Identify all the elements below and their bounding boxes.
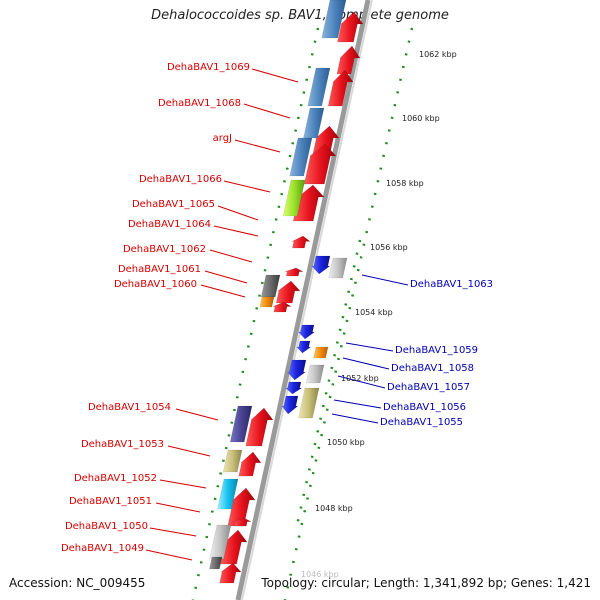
gene-block-gray [260, 274, 281, 298]
backbone-highlight [241, 0, 373, 600]
gene-label-dehabav1-1053[interactable]: DehaBAV1_1053 [80, 439, 164, 450]
label-leader-line [223, 180, 271, 193]
forward-gene-arrow [337, 11, 364, 43]
genome-title: Dehalococcoides sp. BAV1, complete genom… [151, 8, 449, 23]
gene-block-green [282, 179, 306, 217]
label-leader-line [200, 284, 246, 298]
label-leader-line [155, 502, 201, 513]
gene-label-dehabav1-1058[interactable]: DehaBAV1_1058 [391, 363, 475, 374]
gene-block-steel [289, 137, 313, 177]
gene-label-argj[interactable]: argJ [212, 133, 232, 144]
forward-gene-arrow [238, 451, 262, 477]
gene-label-dehabav1-1056[interactable]: DehaBAV1_1056 [383, 402, 467, 413]
gene-block-gray [209, 524, 232, 560]
kbp-label-1054: 1054 kbp [355, 308, 393, 317]
label-leaders [145, 68, 409, 561]
reverse-gene-arrow [297, 324, 316, 340]
gene-label-dehabav1-1051[interactable]: DehaBAV1_1051 [68, 496, 152, 507]
forward-gene-arrow [275, 280, 301, 304]
gene-label-dehabav1-1052[interactable]: DehaBAV1_1052 [73, 473, 157, 484]
reverse-gene-arrow [285, 381, 303, 395]
forward-gene-arrow [245, 407, 274, 447]
gene-label-dehabav1-1068[interactable]: DehaBAV1_1068 [157, 98, 241, 109]
forward-gene-arrow [284, 267, 304, 277]
label-leader-line [234, 139, 281, 153]
label-leader-line [243, 103, 291, 119]
gene-label-dehabav1-1065[interactable]: DehaBAV1_1065 [131, 199, 215, 210]
forward-gene-arrow [232, 517, 252, 527]
gene-label-dehabav1-1066[interactable]: DehaBAV1_1066 [138, 174, 222, 185]
gene-label-dehabav1-1062[interactable]: DehaBAV1_1062 [122, 244, 206, 255]
gc-track-right [294, 239, 362, 531]
gene-block-khaki [222, 449, 243, 473]
label-leader-line [337, 375, 386, 389]
gene-block-steel [303, 107, 325, 139]
kbp-label-1052: 1052 kbp [341, 374, 379, 383]
forward-gene-arrow [219, 562, 242, 584]
accession-text: Accession: NC_009455 [9, 576, 146, 590]
gene-block-steel [307, 67, 331, 107]
label-leader-line [209, 249, 253, 263]
forward-gene-arrow [304, 143, 337, 185]
gene-label-dehabav1-1059[interactable]: DehaBAV1_1059 [395, 345, 479, 356]
label-leader-line [333, 399, 382, 409]
label-leader-line [159, 479, 207, 489]
gene-label-dehabav1-1057[interactable]: DehaBAV1_1057 [387, 382, 471, 393]
gene-block-orange [259, 296, 275, 308]
kbp-label-1056: 1056 kbp [370, 243, 408, 252]
reverse-gene-arrow [286, 359, 307, 381]
label-leader-line [345, 342, 394, 352]
gene-block-khaki [298, 387, 320, 419]
gene-block-gray [328, 257, 348, 279]
gene-label-dehabav1-1061[interactable]: DehaBAV1_1061 [117, 264, 201, 275]
gene-block-steel [321, 0, 347, 39]
gene-label-dehabav1-1055[interactable]: DehaBAV1_1055 [380, 417, 464, 428]
label-leader-line [361, 274, 409, 286]
kbp-label-1048: 1048 kbp [315, 504, 353, 513]
gene-label-dehabav1-1054[interactable]: DehaBAV1_1054 [87, 402, 171, 413]
gene-features [209, 0, 364, 584]
kbp-label-1050: 1050 kbp [327, 438, 365, 447]
label-leader-line [213, 225, 259, 237]
backbone-line [235, 0, 371, 600]
gene-block-cyan [217, 478, 239, 510]
reverse-gene-arrow [296, 340, 312, 354]
gene-block-orange [313, 346, 329, 359]
label-leader-line [217, 205, 259, 221]
gene-label-dehabav1-1049[interactable]: DehaBAV1_1049 [60, 543, 144, 554]
forward-gene-arrow [291, 235, 311, 249]
label-leader-line [175, 408, 219, 421]
label-leader-line [167, 445, 211, 457]
gene-label-dehabav1-1069[interactable]: DehaBAV1_1069 [166, 62, 250, 73]
label-leader-line [204, 270, 248, 284]
label-leader-line [145, 549, 193, 561]
reverse-gene-arrow [281, 395, 299, 415]
gene-label-dehabav1-1060[interactable]: DehaBAV1_1060 [113, 279, 197, 290]
kbp-label-1046: 1046 kbp [301, 570, 339, 579]
gene-block-gray [305, 364, 325, 384]
gene-label-dehabav1-1050[interactable]: DehaBAV1_1050 [64, 521, 148, 532]
topology-text: Topology: circular; Length: 1,341,892 bp… [261, 576, 591, 590]
label-leader-line [251, 68, 299, 83]
label-leader-line [342, 357, 390, 370]
kbp-label-1060: 1060 kbp [402, 114, 440, 123]
label-leader-line [331, 413, 379, 424]
gene-block-gray [209, 556, 223, 570]
label-leader-line [149, 527, 197, 537]
gene-block-purple [229, 405, 253, 443]
reverse-gene-arrow [311, 255, 331, 275]
gene-label-dehabav1-1064[interactable]: DehaBAV1_1064 [127, 219, 211, 230]
forward-gene-arrow [272, 301, 292, 313]
gene-label-dehabav1-1063[interactable]: DehaBAV1_1063 [410, 279, 494, 290]
forward-gene-arrow [327, 69, 354, 107]
kbp-label-1058: 1058 kbp [386, 179, 424, 188]
kbp-label-1062: 1062 kbp [419, 50, 457, 59]
